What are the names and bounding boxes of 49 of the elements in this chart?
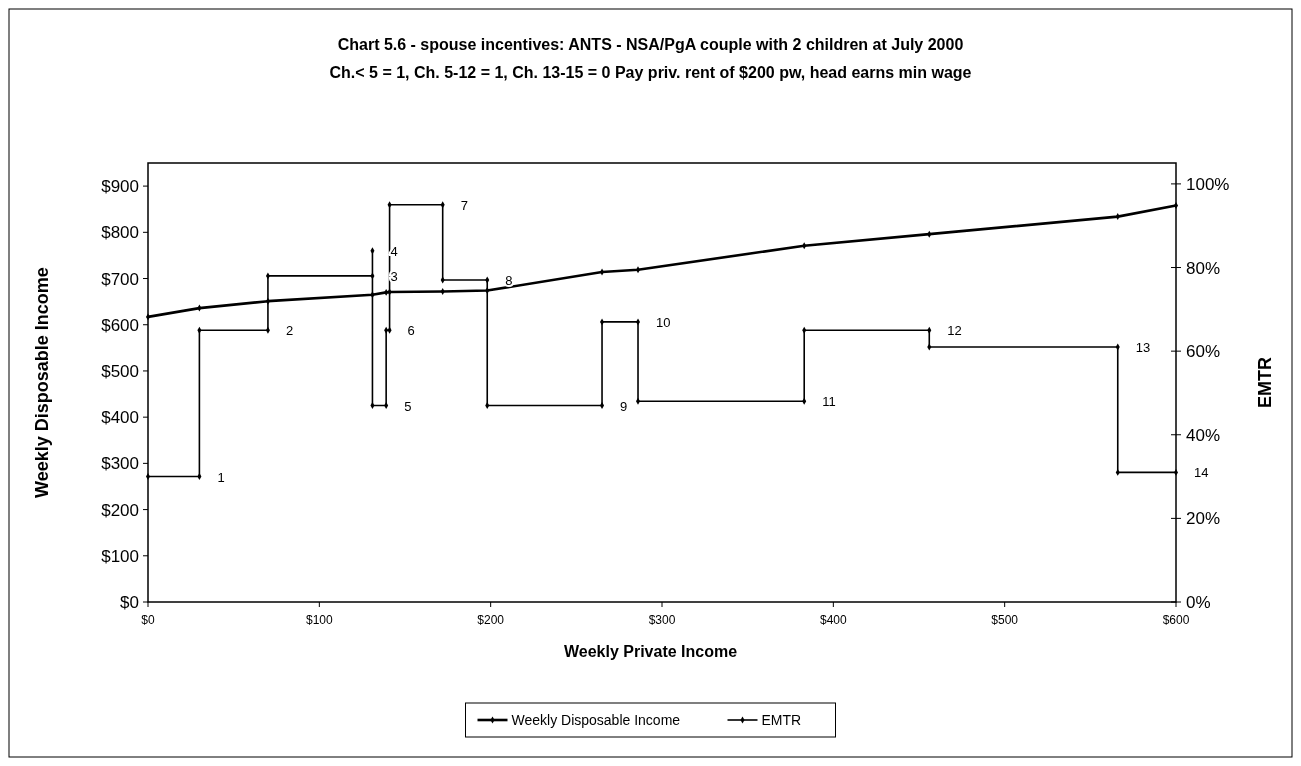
point bbox=[370, 402, 375, 409]
point bbox=[1173, 468, 1179, 476]
y2-tick-label: 100% bbox=[1186, 174, 1230, 194]
annotation: 4 bbox=[390, 243, 398, 259]
annotation: 1 bbox=[217, 469, 225, 485]
y-tick-label: $900 bbox=[101, 177, 139, 197]
x-tick-label: $500 bbox=[991, 613, 1019, 627]
point bbox=[145, 313, 151, 321]
x-tick-label: $0 bbox=[141, 613, 155, 627]
y2-axis-title: EMTR bbox=[1255, 357, 1275, 408]
y2-tick-label: 0% bbox=[1186, 593, 1211, 612]
y-axis-title: Weekly Disposable Income bbox=[32, 267, 52, 498]
annotation: 10 bbox=[656, 314, 671, 330]
y2-tick-label: 20% bbox=[1186, 509, 1221, 529]
y-tick-label: $600 bbox=[101, 315, 139, 335]
annotation: 6 bbox=[407, 323, 415, 339]
annotation: 7 bbox=[460, 197, 468, 213]
legend-label: Weekly Disposable Income bbox=[511, 712, 681, 728]
legend-label: EMTR bbox=[761, 712, 802, 728]
annotation: 2 bbox=[285, 323, 294, 339]
annotation: 14 bbox=[1194, 465, 1209, 481]
chart-subtitle: Ch.< 5 = 1, Ch. 5-12 = 1, Ch. 13-15 = 0 Pay priv. rent of $200 pw, head earns min wage bbox=[329, 64, 972, 81]
y2-tick-label: 80% bbox=[1186, 258, 1221, 278]
x-tick-label: $200 bbox=[477, 613, 505, 627]
y-tick-label: $700 bbox=[101, 269, 139, 289]
annotation: 13 bbox=[1135, 339, 1151, 355]
y2-tick-label: 60% bbox=[1186, 342, 1221, 362]
x-tick-label: $300 bbox=[648, 613, 676, 627]
y2-tick-label: 40% bbox=[1186, 425, 1221, 445]
annotation: 12 bbox=[947, 323, 962, 339]
x-tick-label: $600 bbox=[1162, 613, 1190, 627]
y-tick-label: $500 bbox=[101, 361, 139, 381]
x-axis-title: Weekly Private Income bbox=[563, 643, 738, 660]
y-tick-label: $200 bbox=[101, 500, 139, 520]
annotation: 5 bbox=[404, 398, 412, 414]
y-tick-label: $400 bbox=[101, 408, 139, 428]
annotation: 9 bbox=[620, 398, 628, 414]
y-tick-label: $800 bbox=[101, 223, 139, 243]
x-tick-label: $400 bbox=[819, 613, 847, 627]
chart-title: Chart 5.6 - spouse incentives: ANTS - NSA/PgA couple with 2 children at July 2000 bbox=[337, 36, 964, 53]
y-tick-label: $300 bbox=[101, 454, 139, 474]
point bbox=[384, 402, 389, 409]
annotation: 3 bbox=[390, 268, 398, 284]
y-tick-label: $0 bbox=[120, 593, 139, 612]
annotation: 8 bbox=[505, 272, 513, 288]
y-tick-label: $100 bbox=[101, 546, 139, 566]
x-tick-label: $100 bbox=[305, 613, 333, 627]
annotation: 11 bbox=[822, 394, 836, 410]
point bbox=[485, 402, 490, 409]
